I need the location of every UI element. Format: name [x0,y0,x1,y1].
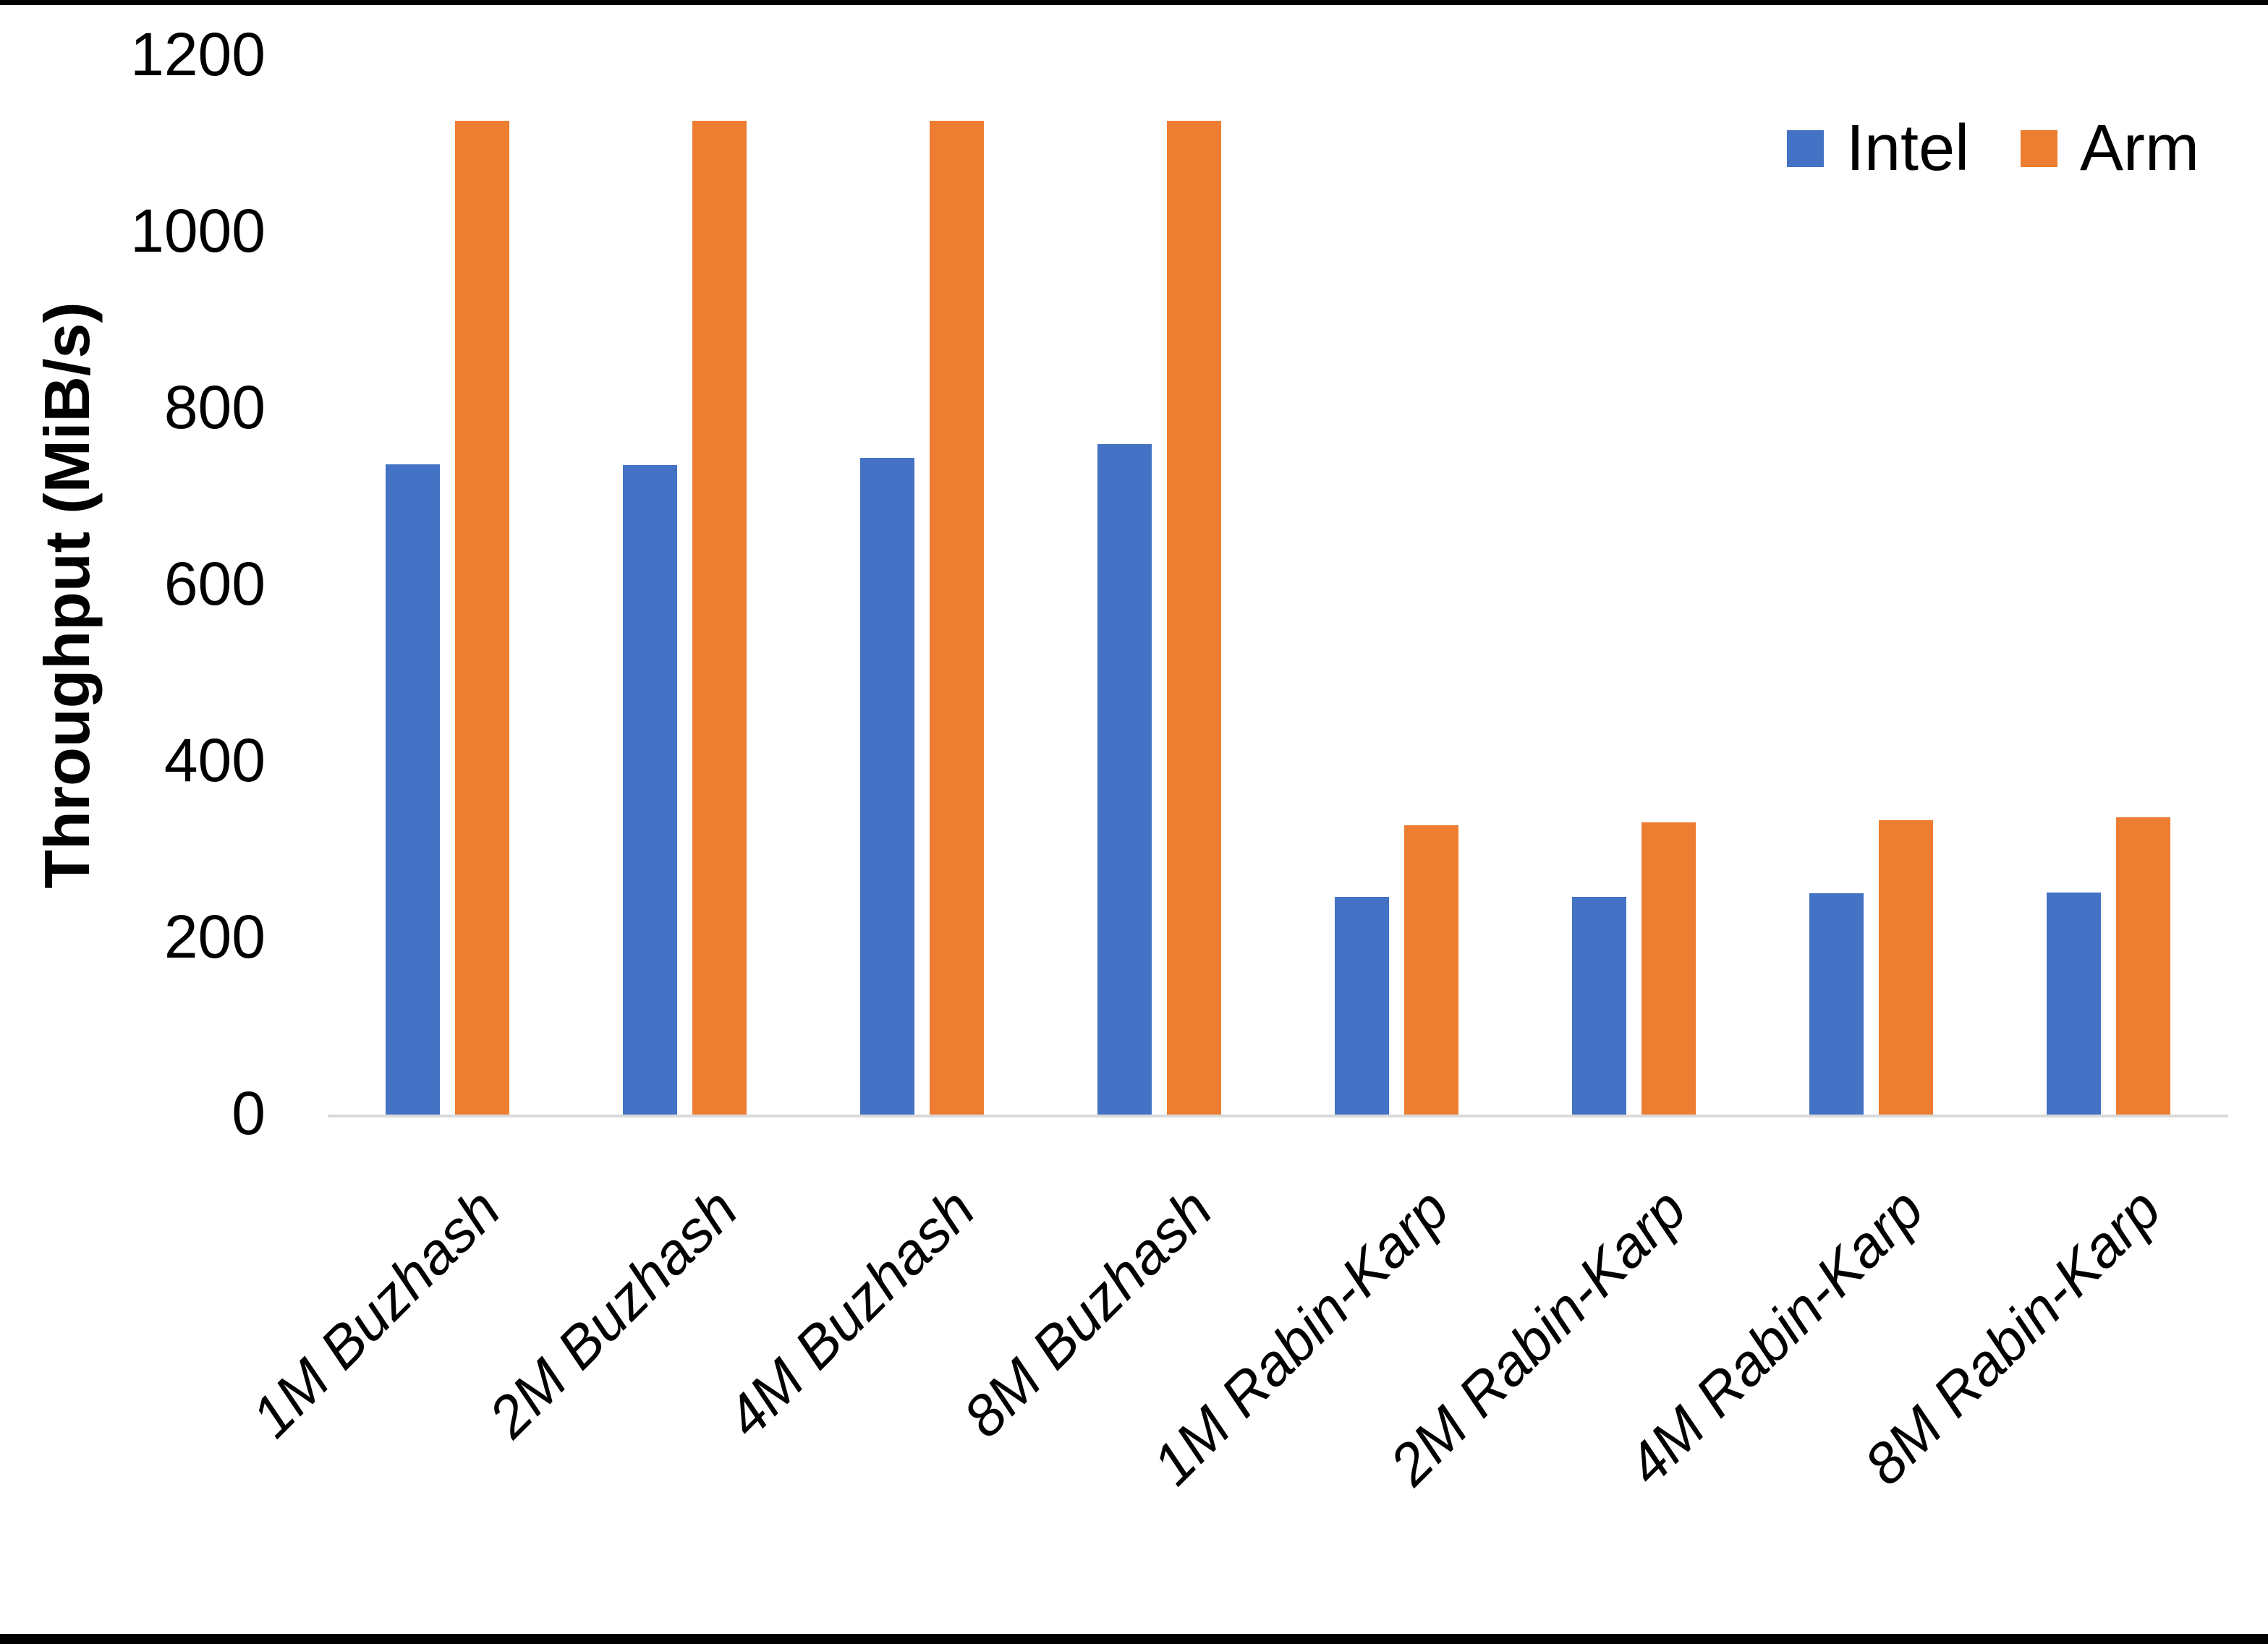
legend-label-arm: Arm [2080,112,2199,184]
top-border-line [0,0,2268,5]
bar-intel-4m-buzhash [860,458,914,1115]
x-label-1m-buzhash: 1M Buzhash [239,1176,512,1449]
bar-intel-2m-rabin-karp [1572,897,1626,1115]
x-label-8m-buzhash: 8M Buzhash [951,1176,1224,1449]
legend-swatch-arm [2021,130,2057,167]
x-label-4m-buzhash: 4M Buzhash [713,1176,987,1449]
x-label-2m-buzhash: 2M Buzhash [476,1176,749,1449]
bar-arm-8m-rabin-karp [2116,817,2170,1115]
x-axis-line [328,1115,2228,1117]
bar-intel-4m-rabin-karp [1809,893,1864,1115]
bar-intel-8m-buzhash [1097,444,1152,1115]
bar-intel-8m-rabin-karp [2047,893,2101,1115]
bar-arm-1m-rabin-karp [1404,825,1458,1115]
bar-intel-1m-rabin-karp [1335,897,1389,1115]
bar-intel-1m-buzhash [386,464,440,1115]
bar-arm-4m-rabin-karp [1879,820,1933,1115]
y-tick-800: 800 [163,373,266,441]
y-tick-400: 400 [163,726,266,794]
y-tick-600: 600 [163,550,266,618]
y-tick-1000: 1000 [130,197,266,265]
bar-arm-2m-buzhash [692,121,747,1115]
y-tick-1200: 1200 [130,20,266,88]
bar-arm-1m-buzhash [455,121,509,1115]
legend-label-intel: Intel [1846,112,1970,184]
bottom-border-line [0,1634,2268,1644]
legend-swatch-intel [1787,130,1824,167]
y-tick-0: 0 [232,1079,266,1147]
bar-arm-2m-rabin-karp [1641,822,1696,1115]
bar-arm-8m-buzhash [1167,121,1221,1115]
y-tick-200: 200 [163,903,266,971]
bar-arm-4m-buzhash [930,121,984,1115]
bar-intel-2m-buzhash [623,465,677,1115]
